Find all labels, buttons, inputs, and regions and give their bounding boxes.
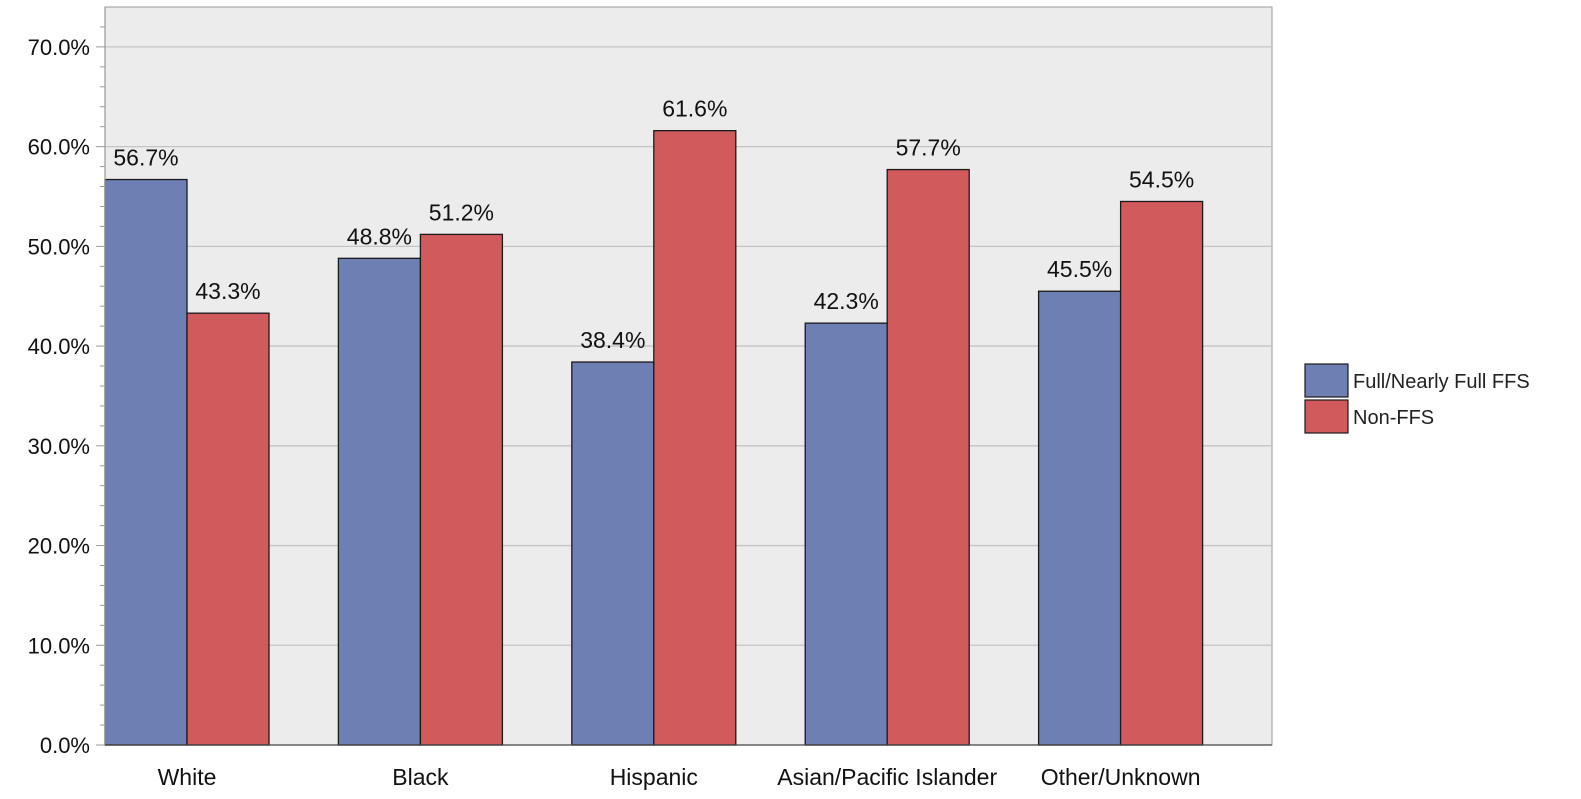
x-tick-label: Asian/Pacific Islander: [777, 764, 997, 790]
bar-ffs-hispanic: [571, 361, 655, 746]
bar-non-ffs-asian-pacific-islander: [886, 168, 970, 746]
legend-label: Non-FFS: [1353, 407, 1434, 429]
bar-ffs-black: [337, 257, 422, 746]
bar-ffs-white: [104, 178, 188, 746]
data-label: 57.7%: [896, 135, 961, 161]
legend-swatch: [1304, 399, 1349, 434]
data-label: 61.6%: [662, 96, 727, 122]
bar-non-ffs-white: [186, 312, 270, 746]
bar-non-ffs-other-unknown: [1119, 200, 1204, 746]
legend-label: Full/Nearly Full FFS: [1353, 371, 1530, 393]
bars: [104, 130, 1204, 746]
data-labels: 56.7% 43.3% 48.8% 51.2% 38.4% 61.6% 42.3% 57.7%…: [113, 96, 1194, 353]
data-label: 54.5%: [1129, 166, 1194, 192]
legend: Full/Nearly Full FFS Non-FFS: [1304, 363, 1530, 434]
bar-non-ffs-hispanic: [653, 130, 737, 746]
y-tick-label: 60.0%: [28, 135, 90, 160]
x-tick-label: Black: [392, 764, 449, 790]
y-tick-label: 20.0%: [28, 534, 90, 559]
bar-ffs-asian-pacific-islander: [804, 322, 888, 746]
bar-non-ffs-black: [419, 233, 504, 746]
bar-ffs-other-unknown: [1037, 290, 1122, 746]
y-tick-label: 30.0%: [28, 434, 90, 459]
y-tick-label: 10.0%: [28, 633, 90, 658]
x-tick-label: Hispanic: [610, 764, 698, 790]
data-label: 38.4%: [580, 327, 645, 353]
data-label: 56.7%: [113, 145, 178, 171]
x-tick-label: White: [158, 764, 217, 790]
data-label: 51.2%: [429, 199, 494, 225]
y-tick-label: 50.0%: [28, 234, 90, 259]
axes: 0.0% 10.0% 20.0% 30.0% 40.0% 50.0% 60.0% 70.0% W…: [28, 7, 1272, 790]
x-tick-label: Other/Unknown: [1041, 764, 1201, 790]
y-tick-label: 40.0%: [28, 334, 90, 359]
data-label: 43.3%: [195, 278, 260, 304]
y-tick-label: 0.0%: [40, 733, 90, 758]
legend-swatch: [1304, 363, 1349, 398]
data-label: 48.8%: [347, 223, 412, 249]
y-tick-label: 70.0%: [28, 35, 90, 60]
data-label: 45.5%: [1047, 256, 1112, 282]
data-label: 42.3%: [814, 288, 879, 314]
